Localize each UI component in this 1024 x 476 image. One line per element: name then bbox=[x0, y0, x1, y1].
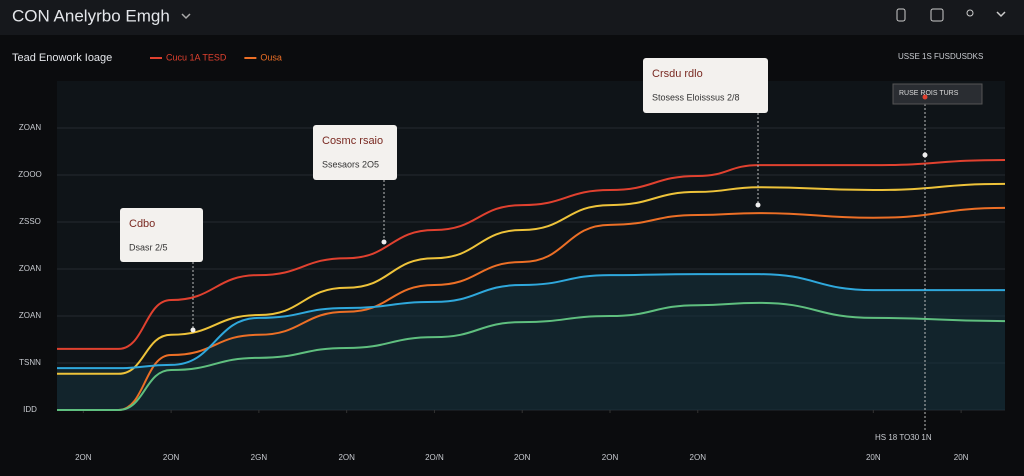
x-tick-label: 2ON bbox=[602, 453, 619, 462]
tag-dot bbox=[922, 94, 928, 100]
annotation-text: Ssesaors 2O5 bbox=[322, 159, 379, 169]
tag-label: RUSE ROIS TURS bbox=[899, 90, 959, 97]
leader-dot bbox=[922, 152, 928, 158]
x-tick-label: 2O/N bbox=[425, 453, 444, 462]
series-line bbox=[57, 182, 1006, 375]
legend-label: Cucu 1A TESD bbox=[166, 52, 227, 62]
icon-button[interactable] bbox=[930, 8, 944, 22]
x-tick-label: 2ON bbox=[690, 453, 707, 462]
y-tick-label: ZOOO bbox=[18, 170, 42, 179]
y-tick-label: TSNN bbox=[19, 358, 41, 367]
bottom-right-label: HS 18 TO30 1N bbox=[875, 433, 932, 442]
leader-dot bbox=[381, 239, 387, 245]
annotation-text: Dsasr 2/5 bbox=[129, 242, 168, 252]
annotation-title: Cosmc rsaio bbox=[322, 135, 383, 147]
annotation-title: Crsdu rdlo bbox=[652, 68, 703, 80]
y-tick-label: ZOAN bbox=[19, 311, 41, 320]
annotation-box bbox=[313, 125, 397, 180]
x-tick-label: 20N bbox=[866, 453, 881, 462]
series-line bbox=[57, 273, 1005, 370]
x-tick-label: 20N bbox=[954, 453, 969, 462]
annotation-box bbox=[643, 58, 768, 113]
top-right-label: USSE 1S FUSDUSDKS bbox=[898, 52, 983, 61]
x-tick-label: 2ON bbox=[338, 453, 355, 462]
icon-button[interactable] bbox=[966, 9, 974, 17]
leader-dot bbox=[755, 202, 761, 208]
menu-icon[interactable] bbox=[996, 11, 1006, 18]
series-line bbox=[57, 206, 1006, 411]
annotation-title: Cdbo bbox=[129, 218, 155, 230]
x-tick-label: 2ON bbox=[514, 453, 531, 462]
x-tick-label: 2ON bbox=[163, 453, 180, 462]
series-line bbox=[56, 158, 1006, 350]
chart-title: Tead Enowork Ioage bbox=[12, 52, 112, 64]
legend-label: Ousa bbox=[260, 52, 282, 62]
annotation-box bbox=[120, 208, 203, 262]
dropdown-icon[interactable] bbox=[181, 13, 191, 20]
y-tick-label: ZOAN bbox=[19, 123, 41, 132]
area-fill bbox=[57, 274, 1005, 410]
leader-dot bbox=[190, 327, 196, 333]
app-title: CON Anelyrbo Emgh bbox=[12, 6, 170, 25]
series-line bbox=[57, 301, 1006, 411]
annotation-text: Stosess Eloisssus 2/8 bbox=[652, 92, 740, 102]
header-bar bbox=[0, 0, 1024, 35]
icon-button[interactable] bbox=[896, 8, 906, 22]
x-tick-label: 2GN bbox=[251, 453, 268, 462]
y-tick-label: ZOAN bbox=[19, 264, 41, 273]
y-tick-label: ZSSO bbox=[19, 217, 41, 226]
x-tick-label: 2ON bbox=[75, 453, 92, 462]
tag-box bbox=[892, 83, 983, 105]
y-tick-label: IDD bbox=[23, 405, 37, 414]
